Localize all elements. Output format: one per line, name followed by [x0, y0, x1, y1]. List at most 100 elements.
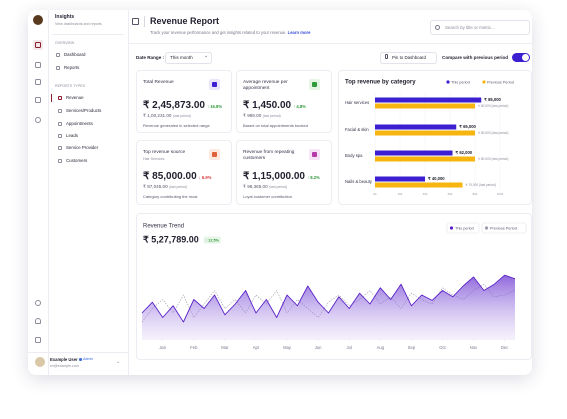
rail-icon[interactable]	[35, 79, 41, 85]
divider	[28, 352, 128, 353]
date-dropdown[interactable]	[165, 51, 212, 64]
kpi-description: Based on total appointments booked	[243, 123, 308, 128]
legend-swatch	[484, 226, 489, 230]
legend-swatch	[446, 80, 450, 84]
category-label: Facial & skin	[345, 127, 369, 132]
rail-icon[interactable]	[35, 97, 41, 103]
menu-item[interactable]: Service Provider	[66, 145, 99, 150]
kpi-tag: Hair Services	[143, 157, 165, 161]
kpi-description: Loyal customer contribution	[243, 194, 292, 199]
pin-button[interactable]	[380, 51, 437, 64]
menu-item-active[interactable]: Revenue	[66, 95, 84, 100]
category-label: Body spa	[345, 153, 363, 158]
legend-label: This period	[455, 226, 474, 230]
x-tick-label: 0k	[373, 192, 377, 196]
menu-item[interactable]: Services/Products	[66, 108, 102, 113]
search-box[interactable]	[430, 20, 530, 35]
bar	[375, 182, 463, 188]
x-tick-label: 40k	[423, 192, 428, 196]
user-menu-caret[interactable]: ⌄	[116, 359, 121, 365]
menu-icon	[58, 134, 62, 138]
x-tick-label: 80k	[473, 192, 478, 196]
legend-box	[481, 222, 527, 234]
kpi-previous-note: (last period)	[172, 114, 191, 118]
kpi-previous: ₹ 98,365.00	[243, 184, 268, 189]
menu-icon	[58, 96, 62, 100]
bar	[375, 150, 453, 156]
area	[142, 275, 515, 340]
bar-value-label: ₹ 40,000	[428, 176, 445, 181]
legend-label: This period	[451, 80, 470, 84]
bar-value-label: ₹ 85,000	[484, 97, 501, 102]
bar-value-label: ₹ 80,000 (last period)	[478, 157, 508, 161]
menu-icon	[58, 122, 62, 126]
menu-icon	[58, 109, 62, 113]
x-tick-label: 100k	[497, 192, 504, 196]
legend-swatch	[482, 80, 486, 84]
kpi-value: ₹ 85,000.00	[143, 171, 197, 182]
bar-value-label: ₹ 65,000	[459, 124, 476, 129]
x-tick-label: Nov	[470, 345, 478, 350]
active-indicator	[51, 94, 52, 102]
bar	[375, 124, 457, 130]
chart-title: Top revenue by category	[345, 80, 416, 86]
menu-item[interactable]: Dashboard	[64, 52, 86, 57]
bar	[375, 156, 475, 162]
user-role: Admin	[83, 357, 94, 361]
kpi-icon-glyph	[312, 82, 317, 87]
bar	[375, 176, 425, 182]
sidebar-title: Insights	[55, 14, 75, 20]
logo[interactable]	[33, 15, 43, 25]
role-dot	[79, 358, 82, 361]
legend-box	[446, 222, 480, 234]
header-divider	[129, 43, 532, 44]
kpi-value: ₹ 2,45,873.00	[143, 100, 205, 111]
kpi-previous: ₹ 87,045.00	[143, 184, 168, 189]
rail-active-bg	[33, 40, 43, 50]
settings-icon[interactable]	[35, 300, 41, 306]
kpi-title: Total Revenue	[143, 80, 174, 85]
menu-item[interactable]: Appointments	[66, 121, 93, 126]
divider	[52, 34, 124, 35]
user-name: Example User	[50, 357, 78, 362]
learn-more-link[interactable]: Learn more	[287, 30, 311, 35]
compare-toggle[interactable]	[512, 52, 530, 62]
category-label: Nails & beauty	[345, 179, 373, 184]
menu-icon	[58, 159, 62, 163]
kpi-previous-note: (last period)	[262, 114, 281, 118]
kpi-title: Top revenue source	[143, 150, 186, 155]
avatar[interactable]	[35, 357, 45, 367]
rail-icon[interactable]	[35, 42, 41, 48]
menu-icon	[56, 53, 60, 57]
rail-icon[interactable]	[35, 117, 41, 123]
chart-change: ↑ 12.5%	[205, 238, 219, 242]
x-tick-label: Jul	[347, 345, 352, 350]
menu-item[interactable]: Leads	[66, 133, 78, 138]
search-placeholder: Search by title or metric...	[445, 24, 495, 30]
kpi-icon-glyph	[312, 152, 317, 157]
kpi-title: Average revenue per appointment	[243, 80, 288, 91]
menu-item[interactable]: Reports	[64, 65, 80, 70]
legend-label: Previous Period	[487, 80, 514, 84]
menu-item[interactable]: Customers	[66, 158, 88, 163]
toggle-knob	[521, 53, 529, 61]
bar	[375, 103, 475, 109]
phone-icon[interactable]	[35, 337, 41, 343]
chart-title: Revenue Trend	[143, 224, 184, 230]
compare-label: Compare with previous period	[442, 54, 509, 60]
x-tick-label: Oct	[439, 345, 446, 350]
kpi-change: ↑ 8.2%	[306, 175, 320, 180]
kpi-description: Category contributing the most	[143, 194, 198, 199]
pin-icon	[385, 54, 388, 59]
bar-value-label: ₹ 80,000 (last period)	[478, 104, 508, 108]
sidebar-toggle[interactable]	[132, 18, 139, 25]
x-tick-label: 60k	[448, 192, 453, 196]
rail-icon[interactable]	[35, 62, 41, 68]
bar-value-label: ₹ 62,000	[456, 150, 473, 155]
dropdown-caret: ⌄	[204, 53, 209, 59]
section-heading: OVERVIEW	[55, 41, 75, 45]
search-icon	[435, 25, 440, 30]
sidebar-subtitle: View dashboards and reports	[55, 22, 102, 26]
bell-icon[interactable]	[35, 318, 41, 324]
